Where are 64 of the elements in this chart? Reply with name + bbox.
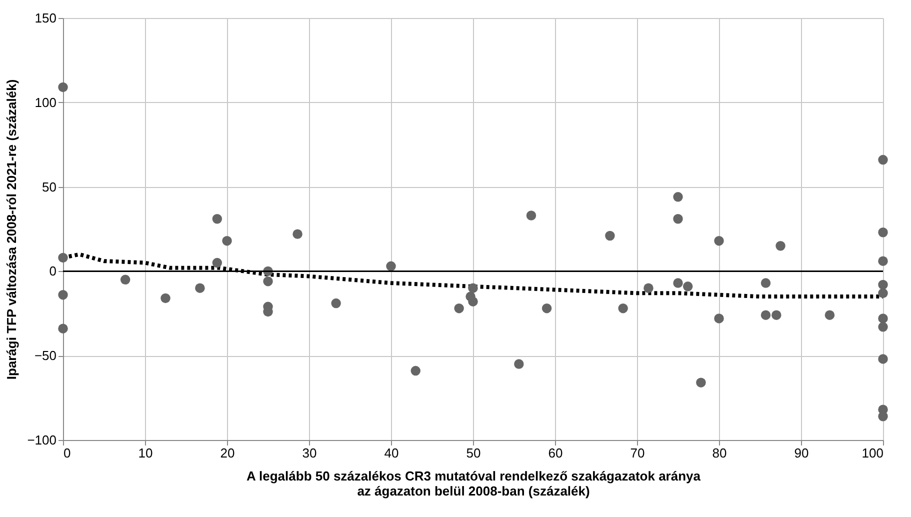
- point: [714, 236, 724, 246]
- point: [772, 310, 782, 320]
- y-tick-label: 150: [34, 10, 56, 26]
- point: [644, 283, 654, 293]
- x-tick-label: 100: [862, 446, 884, 460]
- point: [58, 324, 68, 334]
- point: [878, 412, 888, 422]
- point: [605, 230, 615, 241]
- x-tick-label: 80: [712, 446, 727, 460]
- x-tick-label: 0: [64, 446, 71, 460]
- point: [760, 310, 771, 320]
- y-axis-title: Iparági TFP változása 2008-ról 2021-re (százalék): [4, 79, 20, 380]
- point: [58, 252, 68, 263]
- point: [878, 314, 888, 324]
- point: [263, 276, 273, 286]
- point: [454, 303, 464, 314]
- y-tick-label: 50: [42, 179, 56, 194]
- point: [160, 293, 170, 304]
- point: [878, 154, 888, 165]
- x-tick-label: 70: [630, 446, 645, 460]
- point: [331, 298, 341, 308]
- point: [682, 282, 693, 292]
- point: [120, 274, 130, 285]
- point: [386, 261, 396, 271]
- point: [878, 354, 888, 364]
- x-tick-label: 20: [220, 446, 235, 460]
- point: [878, 322, 888, 332]
- x-tick-label: 90: [794, 446, 809, 460]
- y-tick-label: 100: [34, 94, 56, 110]
- point: [824, 310, 835, 320]
- x-tick-label: 30: [302, 446, 317, 460]
- point: [410, 366, 420, 376]
- point: [58, 82, 68, 92]
- x-tick-label: 50: [466, 446, 481, 460]
- point: [878, 256, 888, 266]
- x-tick-label: 40: [384, 446, 399, 460]
- point: [673, 192, 683, 202]
- point: [673, 278, 683, 288]
- point: [212, 258, 222, 268]
- point: [514, 359, 524, 369]
- point: [542, 303, 552, 314]
- point: [696, 378, 706, 388]
- point: [714, 314, 724, 324]
- point: [468, 283, 478, 293]
- y-tick-label: 0: [49, 264, 56, 279]
- point: [776, 241, 786, 251]
- point: [673, 214, 683, 224]
- point: [878, 288, 888, 298]
- x-axis-title: A legalább 50 százalékos CR3 mutatóval rendelkező szakágazatok aránya az ágazaton belül 2008-ban (százalék): [246, 468, 702, 498]
- point: [526, 210, 536, 220]
- point: [878, 280, 888, 290]
- x-tick-label: 10: [138, 446, 153, 460]
- point: [195, 283, 205, 293]
- point: [222, 236, 232, 246]
- point: [212, 214, 222, 224]
- point: [878, 228, 888, 238]
- point: [58, 290, 68, 300]
- y-tick-label: −50: [34, 348, 56, 364]
- point: [468, 296, 478, 306]
- point: [618, 303, 628, 314]
- point: [760, 278, 771, 288]
- point: [292, 229, 302, 239]
- x-tick-label: 60: [548, 446, 563, 460]
- y-tick-label: −100: [27, 432, 56, 448]
